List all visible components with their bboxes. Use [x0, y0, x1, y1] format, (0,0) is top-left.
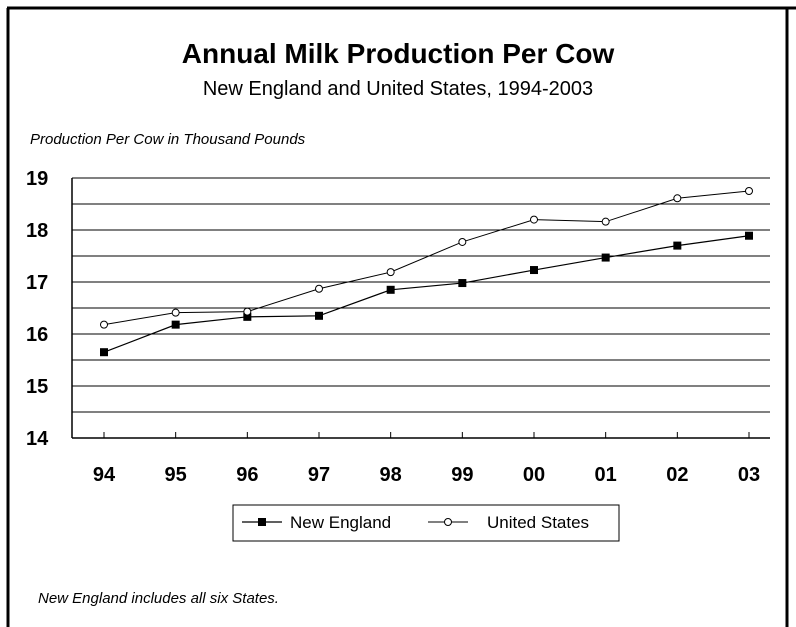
point-new-england	[530, 266, 538, 275]
series-group	[100, 187, 753, 357]
series-line-united-states	[103, 190, 750, 326]
x-tick-label: 02	[666, 464, 688, 486]
x-tick-label: 95	[165, 464, 187, 486]
y-tick-label: 19	[26, 168, 48, 190]
point-united-states	[601, 217, 610, 226]
point-united-states	[386, 268, 395, 277]
legend-new-england-marker	[258, 518, 266, 526]
point-united-states	[458, 237, 467, 246]
x-tick-label: 94	[93, 464, 116, 486]
point-new-england	[601, 253, 610, 262]
gridlines	[72, 177, 770, 439]
axes	[71, 177, 770, 439]
point-new-england	[386, 285, 395, 294]
point-united-states	[171, 308, 180, 317]
x-tick-label: 97	[308, 464, 330, 486]
chart-title: Annual Milk Production Per Cow	[181, 38, 615, 69]
x-tick-label: 00	[523, 464, 545, 486]
point-united-states	[315, 284, 323, 293]
y-tick-labels: 14 15 16 17 18 19	[26, 168, 49, 450]
y-tick-label: 14	[26, 428, 49, 450]
x-tick-label: 96	[236, 464, 258, 486]
point-new-england	[171, 320, 180, 329]
y-tick-label: 18	[26, 220, 48, 242]
point-new-england	[458, 279, 467, 288]
legend-box	[232, 504, 620, 542]
y-tick-label: 16	[26, 324, 48, 346]
x-tick-label: 01	[595, 464, 617, 486]
point-new-england	[745, 231, 753, 240]
point-united-states	[243, 307, 252, 316]
point-new-england	[243, 312, 252, 321]
footnote: New England includes all six States.	[38, 590, 279, 607]
point-united-states	[745, 187, 753, 195]
point-united-states	[530, 215, 538, 224]
y-axis-label: Production Per Cow in Thousand Pounds	[30, 131, 306, 148]
chart-subtitle: New England and United States, 1994-2003	[202, 78, 594, 100]
x-tick-label: 98	[380, 464, 402, 486]
x-tick-label: 99	[451, 464, 473, 486]
legend-united-states-label: United States	[487, 513, 589, 532]
point-new-england	[100, 348, 108, 357]
legend-united-states-marker	[444, 518, 452, 526]
legend: New England United States	[232, 504, 620, 542]
x-tick-labels: 94 95 96 97 98 99 00 01 02 03	[93, 464, 760, 486]
x-tick-label: 03	[738, 464, 760, 486]
series-line-new-england	[103, 235, 750, 353]
point-new-england	[673, 241, 682, 250]
legend-new-england-label: New England	[290, 513, 391, 532]
y-tick-label: 17	[26, 272, 48, 294]
point-united-states	[100, 320, 108, 329]
point-united-states	[673, 194, 682, 203]
y-tick-label: 15	[26, 376, 48, 398]
point-new-england	[315, 311, 323, 320]
